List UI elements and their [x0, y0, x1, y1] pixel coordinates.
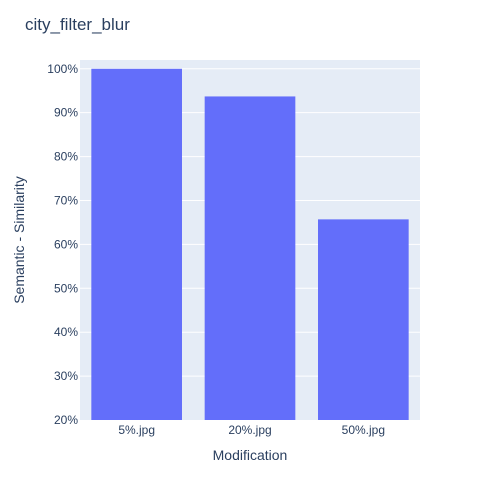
y-tick-label: 80%: [54, 150, 78, 164]
y-axis-ticks: 20% 30% 40% 50% 60% 70% 80% 90% 100%: [47, 62, 78, 427]
y-tick-label: 20%: [54, 413, 78, 427]
x-axis-ticks: 5%.jpg 20%.jpg 50%.jpg: [118, 423, 385, 437]
x-axis-title: Modification: [213, 447, 288, 463]
bars: [91, 68, 409, 420]
y-tick-label: 50%: [54, 281, 78, 295]
bar[interactable]: [91, 68, 182, 420]
x-tick-label: 50%.jpg: [342, 423, 385, 437]
y-tick-label: 90%: [54, 106, 78, 120]
y-tick-label: 30%: [54, 369, 78, 383]
x-tick-label: 20%.jpg: [228, 423, 271, 437]
y-tick-label: 100%: [47, 62, 78, 76]
y-axis-title: Semantic - Similarity: [11, 176, 27, 304]
y-tick-label: 60%: [54, 237, 78, 251]
x-tick-label: 5%.jpg: [118, 423, 155, 437]
bar[interactable]: [204, 96, 296, 420]
y-tick-label: 40%: [54, 325, 78, 339]
y-tick-label: 70%: [54, 193, 78, 207]
chart-title: city_filter_blur: [25, 15, 130, 34]
bar[interactable]: [318, 219, 409, 420]
